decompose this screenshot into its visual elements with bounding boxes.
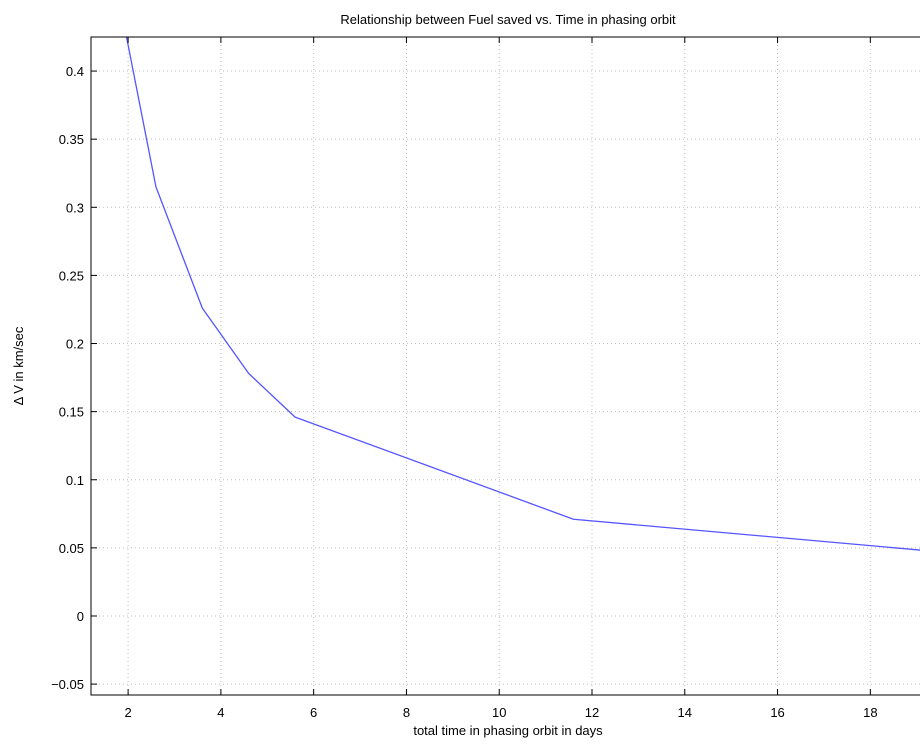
ticks: 2 4 6 8 10 12 14 16 18 −0.05 0 0.05 0.1 0.15 0.2 0.25 0.…: [51, 37, 878, 720]
y-tick-label: −0.05: [51, 677, 84, 692]
y-tick-label: 0.3: [66, 200, 84, 215]
x-tick-label: 4: [217, 705, 224, 720]
x-tick-label: 8: [403, 705, 410, 720]
x-tick-label: 10: [492, 705, 506, 720]
plot-area: [125, 37, 920, 551]
y-tick-label: 0.1: [66, 473, 84, 488]
y-tick-label: 0.05: [59, 541, 84, 556]
x-tick-label: 12: [585, 705, 599, 720]
y-tick-label: 0.2: [66, 337, 84, 352]
chart-title: Relationship between Fuel saved vs. Time…: [340, 12, 676, 27]
x-tick-label: 18: [863, 705, 877, 720]
grid: [91, 37, 920, 695]
y-tick-label: 0.35: [59, 132, 84, 147]
axes: [90, 36, 920, 696]
axes-frame: [90, 36, 920, 696]
series-line-0: [125, 37, 920, 551]
y-tick-label: 0.4: [66, 64, 84, 79]
y-axis-label: Δ V in km/sec: [11, 326, 26, 405]
x-axis-label: total time in phasing orbit in days: [413, 723, 603, 738]
y-tick-label: 0: [77, 609, 84, 624]
y-tick-label: 0.15: [59, 405, 84, 420]
x-tick-label: 6: [310, 705, 317, 720]
y-tick-label: 0.25: [59, 268, 84, 283]
x-tick-label: 14: [678, 705, 692, 720]
x-tick-label: 2: [124, 705, 131, 720]
x-tick-label: 16: [770, 705, 784, 720]
